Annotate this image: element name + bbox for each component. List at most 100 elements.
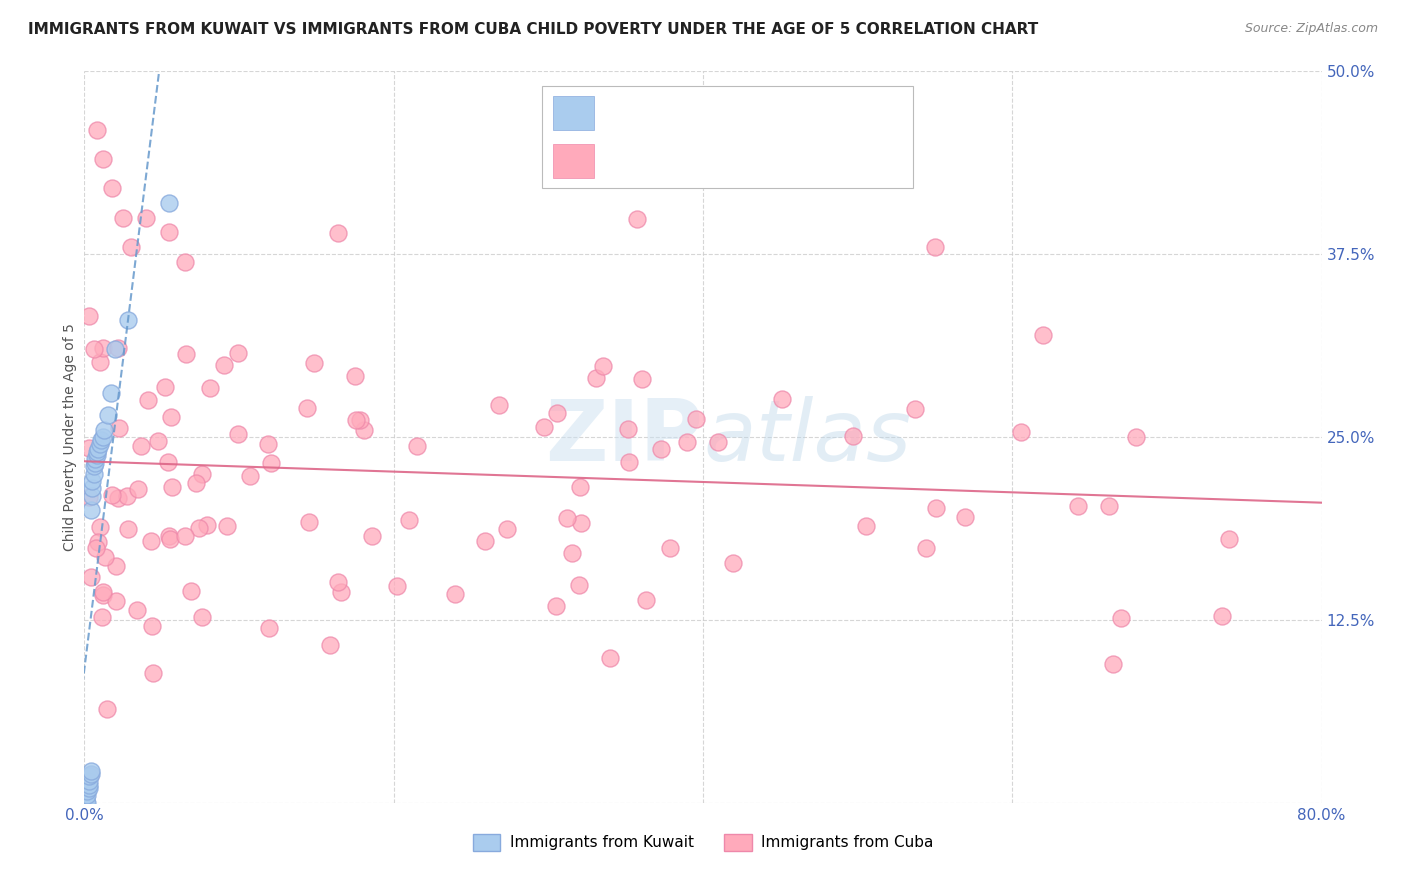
Point <box>1067 499 1090 513</box>
Point <box>924 240 946 254</box>
Point <box>77 490 100 504</box>
Point <box>135 211 157 225</box>
Point <box>256 437 278 451</box>
Point <box>89 355 111 369</box>
Point <box>105 594 128 608</box>
Point <box>659 541 682 556</box>
Point <box>842 429 865 443</box>
Point <box>86 123 108 137</box>
Point <box>259 621 281 635</box>
Point <box>217 518 239 533</box>
Point <box>398 513 420 527</box>
Point <box>100 386 122 401</box>
Point <box>1098 500 1121 514</box>
Point <box>617 455 640 469</box>
Point <box>86 541 108 555</box>
Point <box>77 769 100 783</box>
Point <box>617 421 640 435</box>
Point <box>91 585 114 599</box>
Point <box>79 766 101 780</box>
Point <box>260 456 283 470</box>
Point <box>89 437 111 451</box>
Point <box>91 341 114 355</box>
Point <box>96 702 118 716</box>
Y-axis label: Child Poverty Under the Age of 5: Child Poverty Under the Age of 5 <box>63 323 77 551</box>
Point <box>77 778 100 792</box>
Point <box>385 579 408 593</box>
Point <box>104 343 127 357</box>
Point <box>226 426 249 441</box>
Point <box>91 588 114 602</box>
Point <box>723 556 745 570</box>
Point <box>568 480 591 494</box>
Point <box>107 342 129 356</box>
Point <box>90 433 112 447</box>
Point <box>707 434 730 449</box>
Point <box>1218 533 1240 547</box>
Point <box>79 503 101 517</box>
Point <box>77 781 100 796</box>
Point <box>488 398 510 412</box>
Point <box>160 409 183 424</box>
Point <box>226 346 249 360</box>
Point <box>636 593 658 607</box>
Point <box>915 541 938 556</box>
Point <box>1032 327 1054 342</box>
Point <box>1109 611 1132 625</box>
Point <box>675 435 697 450</box>
Point <box>86 448 108 462</box>
Point <box>77 441 100 455</box>
Point <box>141 534 163 549</box>
Point <box>191 610 214 624</box>
Point <box>82 474 104 488</box>
Point <box>326 574 349 589</box>
Point <box>82 481 104 495</box>
Point <box>75 796 97 810</box>
Point <box>855 518 877 533</box>
Point <box>136 392 159 407</box>
Point <box>925 501 948 516</box>
Point <box>101 488 124 502</box>
Point <box>94 549 117 564</box>
Point <box>650 442 672 456</box>
Point <box>117 313 139 327</box>
Point <box>592 359 614 374</box>
Point <box>77 309 100 323</box>
Point <box>1211 608 1233 623</box>
Point <box>444 587 467 601</box>
Point <box>87 442 110 456</box>
Point <box>474 534 496 549</box>
Point <box>1102 657 1125 672</box>
Point <box>344 413 367 427</box>
Point <box>91 430 114 444</box>
Point <box>105 558 128 573</box>
Point <box>112 211 135 225</box>
Legend: Immigrants from Kuwait, Immigrants from Cuba: Immigrants from Kuwait, Immigrants from … <box>467 828 939 857</box>
Point <box>159 225 180 239</box>
Point <box>157 529 180 543</box>
Point <box>533 420 555 434</box>
Point <box>770 392 793 407</box>
Point <box>91 152 114 166</box>
Point <box>156 454 179 468</box>
Text: ZIP: ZIP <box>546 395 703 479</box>
Point <box>599 650 621 665</box>
Point <box>585 370 607 384</box>
Point <box>142 666 165 681</box>
Point <box>1010 425 1032 440</box>
Point <box>361 528 384 542</box>
Point <box>214 358 236 372</box>
Point <box>546 405 568 419</box>
Point <box>115 489 138 503</box>
Point <box>353 423 375 437</box>
Point <box>108 421 131 435</box>
Point <box>101 181 124 195</box>
Point <box>631 372 654 386</box>
Point <box>1125 430 1147 444</box>
Point <box>76 784 98 798</box>
Point <box>125 603 148 617</box>
Point <box>295 401 318 416</box>
Point <box>349 413 371 427</box>
Point <box>160 480 183 494</box>
Point <box>93 423 115 437</box>
